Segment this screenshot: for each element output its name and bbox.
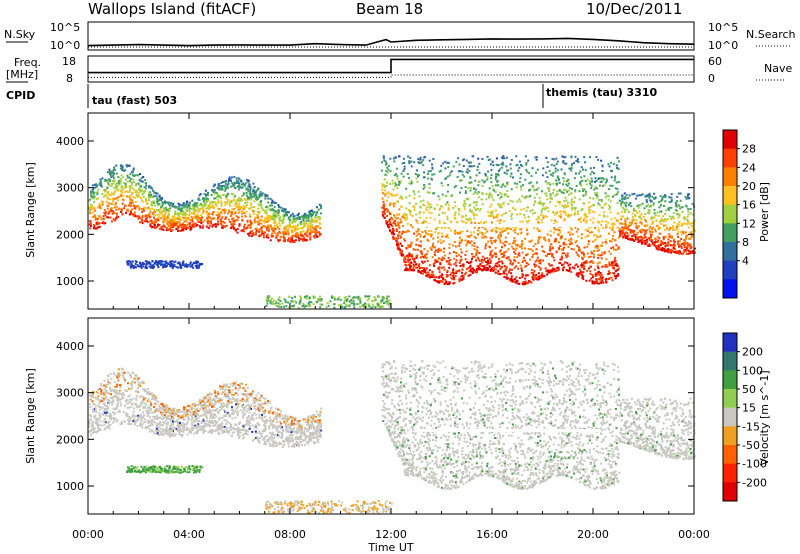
colorbar-segment	[723, 445, 737, 465]
ytick-label: 2000	[56, 228, 84, 241]
time-axis: 00:00 04:00 08:00 12:00 16:00 20:00 00:00	[72, 113, 710, 541]
colorbar-tick-label: -50	[742, 439, 760, 452]
power-colorbar-label: Power [dB]	[758, 182, 771, 242]
time-tick-label: 16:00	[476, 528, 508, 541]
velocity-scatter-field	[88, 360, 696, 514]
power-scatter-field	[88, 155, 696, 309]
freq-ytick-bottom: 8	[66, 72, 73, 85]
freq-label: Freq.	[14, 56, 41, 69]
power-colorbar: 28 24 20 16 12 8 4	[722, 129, 756, 299]
colorbar-tick-label: 28	[742, 143, 756, 156]
colorbar-tick-label: 100	[742, 364, 763, 377]
time-tick-label: 08:00	[274, 528, 306, 541]
freq-unit-label: [MHz]	[6, 68, 38, 81]
power-ylabel: Slant Range [km]	[24, 162, 37, 258]
colorbar-segment	[723, 389, 737, 409]
velocity-panel: Slant Range [km] 1000 2000 3000 4000 200 100…	[24, 317, 771, 515]
colorbar-tick-label: 50	[742, 383, 756, 396]
nave-ytick-bottom: 0	[708, 72, 715, 85]
colorbar-segment	[723, 167, 737, 187]
colorbar-tick-label: -100	[742, 458, 767, 471]
frequency-series-line	[88, 58, 694, 74]
ytick-label: 2000	[56, 433, 84, 446]
colorbar-tick-label: 8	[742, 236, 749, 249]
colorbar-tick-label: 4	[742, 255, 749, 268]
ytick-label: 1000	[56, 480, 84, 493]
colorbar-segment	[723, 482, 737, 502]
noise-ytick-left-top: 10^5	[50, 21, 80, 34]
colorbar-tick-label: 200	[742, 346, 763, 359]
freq-ytick-top: 18	[62, 55, 76, 68]
time-tick-label: 04:00	[173, 528, 205, 541]
nsky-label: N.Sky	[4, 28, 36, 41]
colorbar-tick-label: 15	[742, 402, 756, 415]
nsearch-label: N.Search	[746, 28, 796, 41]
colorbar-segment	[723, 260, 737, 280]
time-tick-label: 00:00	[678, 528, 710, 541]
ytick-label: 1000	[56, 275, 84, 288]
ytick-label: 3000	[56, 182, 84, 195]
colorbar-segment	[723, 223, 737, 243]
time-tick-label: 00:00	[72, 528, 104, 541]
colorbar-segment	[723, 204, 737, 224]
ytick-label: 4000	[56, 340, 84, 353]
noise-panel: N.Sky N.Search 10^5 10^0 10^5 10^0	[4, 21, 796, 52]
colorbar-segment	[723, 186, 737, 206]
colorbar-tick-label: -200	[742, 476, 767, 489]
colorbar-segment	[723, 148, 737, 168]
colorbar-segment	[723, 370, 737, 390]
colorbar-segment	[723, 279, 737, 299]
noise-series-line	[87, 37, 695, 47]
velocity-yticks: 1000 2000 3000 4000	[56, 340, 694, 493]
nave-series-line	[88, 74, 694, 78]
power-panel: Slant Range [km] 1000 2000 3000 4000 28 24 20…	[24, 112, 771, 310]
ytick-label: 4000	[56, 135, 84, 148]
station-title: Wallops Island (fitACF)	[88, 0, 256, 18]
colorbar-tick-label: -15	[742, 420, 760, 433]
colorbar-tick-label: 16	[742, 199, 756, 212]
ytick-label: 3000	[56, 387, 84, 400]
colorbar-segment	[723, 130, 737, 150]
velocity-ylabel: Slant Range [km]	[24, 368, 37, 464]
cpid-segment-1: tau (fast) 503	[92, 94, 177, 107]
cpid-panel: CPID tau (fast) 503 themis (tau) 3310	[6, 84, 658, 108]
noise-ytick-right-bottom: 10^0	[708, 39, 738, 52]
noise-ytick-left-bottom: 10^0	[50, 39, 80, 52]
cpid-segment-2: themis (tau) 3310	[546, 86, 658, 99]
colorbar-segment	[723, 333, 737, 353]
nave-label: Nave	[764, 62, 792, 75]
colorbar-tick-label: 24	[742, 161, 756, 174]
velocity-colorbar: 200 100 50 15 -15 -50 -100 -200	[722, 332, 767, 502]
time-tick-label: 20:00	[577, 528, 609, 541]
colorbar-segment	[723, 463, 737, 483]
time-axis-label: Time UT	[367, 541, 413, 554]
colorbar-segment	[723, 407, 737, 427]
frequency-panel: Freq. [MHz] Nave 18 8 60 0	[6, 55, 792, 85]
colorbar-segment	[723, 351, 737, 371]
beam-title: Beam 18	[356, 0, 423, 18]
colorbar-tick-label: 12	[742, 217, 756, 230]
noise-ytick-right-top: 10^5	[708, 21, 738, 34]
date-title: 10/Dec/2011	[586, 0, 682, 18]
colorbar-segment	[723, 242, 737, 262]
nave-ytick-top: 60	[708, 55, 722, 68]
colorbar-segment	[723, 426, 737, 446]
power-yticks: 1000 2000 3000 4000	[56, 135, 694, 288]
time-tick-label: 12:00	[375, 528, 407, 541]
velocity-colorbar-label: Velocity [m s^-1]	[758, 370, 771, 465]
colorbar-tick-label: 20	[742, 180, 756, 193]
cpid-label: CPID	[6, 89, 35, 102]
